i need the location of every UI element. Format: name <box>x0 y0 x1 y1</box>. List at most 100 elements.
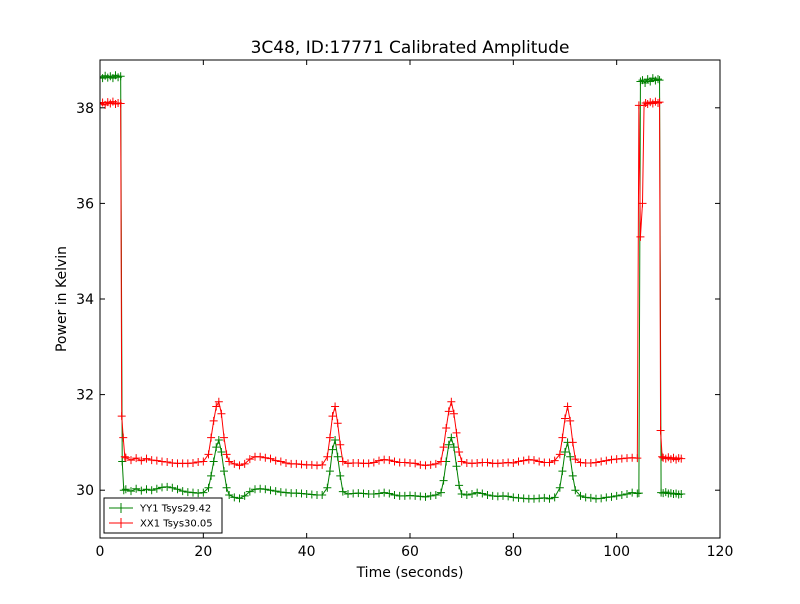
data-point <box>323 483 332 492</box>
data-point <box>212 402 221 411</box>
data-point <box>421 492 430 501</box>
data-point <box>568 471 577 480</box>
data-point <box>566 416 575 425</box>
data-point <box>535 457 544 466</box>
data-point <box>209 457 218 466</box>
data-point <box>607 492 616 501</box>
y-tick-label: 36 <box>76 196 94 212</box>
x-tick-label: 60 <box>401 544 419 560</box>
data-point <box>336 471 345 480</box>
data-point <box>628 488 637 497</box>
data-point <box>325 433 334 442</box>
series-1 <box>100 97 686 470</box>
data-point <box>338 487 347 496</box>
data-point <box>550 456 559 465</box>
data-point <box>566 452 575 461</box>
data-point <box>385 456 394 465</box>
chart-title: 3C48, ID:17771 Calibrated Amplitude <box>251 38 570 58</box>
data-point <box>452 462 461 471</box>
y-tick-label: 34 <box>76 292 94 308</box>
axis-ticks: 0 20 40 60 80 100 120 30 32 34 36 38 <box>76 60 733 560</box>
data-point <box>571 455 580 464</box>
data-point <box>119 433 128 442</box>
data-point <box>375 489 383 498</box>
data-point <box>364 459 373 468</box>
data-point <box>483 458 492 467</box>
series-0 <box>100 71 686 503</box>
data-point <box>127 487 135 496</box>
data-point <box>235 461 244 470</box>
data-point <box>261 453 270 462</box>
data-point <box>163 457 172 466</box>
data-point <box>168 483 177 492</box>
data-point <box>530 456 538 465</box>
data-point <box>638 199 647 208</box>
data-point <box>230 459 239 468</box>
data-point <box>447 433 456 442</box>
data-point <box>266 486 275 495</box>
data-point <box>571 486 580 495</box>
data-point <box>602 456 611 465</box>
data-point <box>375 456 383 465</box>
data-point <box>220 467 228 476</box>
legend-box <box>103 497 223 534</box>
data-point <box>207 471 216 480</box>
data-point <box>449 409 458 418</box>
data-point <box>222 483 231 492</box>
data-point <box>222 450 231 459</box>
data-point <box>137 486 146 495</box>
data-point <box>142 485 151 494</box>
data-point <box>116 99 125 108</box>
data-point <box>457 490 466 499</box>
data-point <box>189 458 197 467</box>
plot-area <box>100 71 686 503</box>
y-tick-label: 32 <box>76 388 94 404</box>
x-tick-label: 80 <box>504 544 522 560</box>
data-point <box>147 486 156 495</box>
data-point <box>558 467 567 476</box>
data-point <box>426 491 435 500</box>
data-point <box>240 459 249 468</box>
data-point <box>152 484 161 493</box>
data-point <box>617 490 626 499</box>
data-point <box>245 487 254 496</box>
data-point <box>245 455 254 464</box>
data-point <box>656 426 665 435</box>
y-tick-label: 38 <box>76 101 94 117</box>
data-point <box>266 454 275 463</box>
data-point <box>204 450 213 459</box>
data-point <box>633 454 642 463</box>
data-point <box>220 433 228 442</box>
data-point <box>655 98 664 107</box>
data-point <box>121 453 130 462</box>
data-point <box>545 494 554 503</box>
data-point <box>116 72 125 81</box>
data-point <box>338 457 347 466</box>
data-point <box>444 440 453 449</box>
x-tick-label: 20 <box>194 544 212 560</box>
data-point <box>369 458 378 467</box>
data-point <box>514 457 523 466</box>
data-point <box>483 490 492 499</box>
data-point <box>235 494 244 503</box>
data-point <box>655 76 664 85</box>
data-point <box>452 428 461 437</box>
data-point <box>118 457 127 466</box>
data-point <box>431 490 440 499</box>
data-point <box>597 494 606 503</box>
data-point <box>426 460 435 469</box>
data-point <box>444 407 453 416</box>
legend-label-yy1: YY1 Tsys29.42 <box>139 504 211 515</box>
data-point <box>576 491 585 500</box>
data-point <box>152 456 161 465</box>
data-point <box>132 454 141 463</box>
data-point <box>261 485 270 494</box>
data-point <box>540 493 549 502</box>
data-point <box>271 456 280 465</box>
data-point <box>178 487 187 496</box>
data-point <box>636 77 645 86</box>
data-point <box>462 490 471 499</box>
data-point <box>199 488 208 497</box>
data-point <box>411 459 420 468</box>
